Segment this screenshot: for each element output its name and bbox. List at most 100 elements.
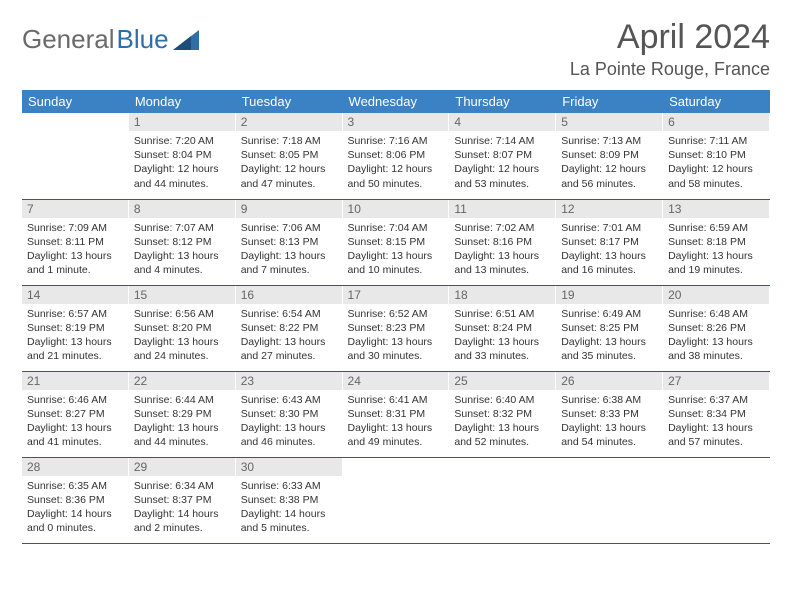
- calendar-cell: 3Sunrise: 7:16 AMSunset: 8:06 PMDaylight…: [343, 113, 450, 199]
- day-number: 14: [22, 286, 129, 304]
- location: La Pointe Rouge, France: [570, 59, 770, 80]
- calendar-cell: 28Sunrise: 6:35 AMSunset: 8:36 PMDayligh…: [22, 457, 129, 543]
- page-header: GeneralBlue April 2024 La Pointe Rouge, …: [22, 18, 770, 80]
- calendar-cell: 30Sunrise: 6:33 AMSunset: 8:38 PMDayligh…: [236, 457, 343, 543]
- weekday-header: Thursday: [449, 90, 556, 113]
- calendar-cell: 29Sunrise: 6:34 AMSunset: 8:37 PMDayligh…: [129, 457, 236, 543]
- logo-text-2: Blue: [117, 24, 169, 55]
- calendar-cell: 27Sunrise: 6:37 AMSunset: 8:34 PMDayligh…: [663, 371, 770, 457]
- day-number: 10: [343, 200, 450, 218]
- day-number: 11: [449, 200, 556, 218]
- day-content: Sunrise: 6:54 AMSunset: 8:22 PMDaylight:…: [236, 304, 343, 368]
- day-content: Sunrise: 7:06 AMSunset: 8:13 PMDaylight:…: [236, 218, 343, 282]
- calendar-row: 1Sunrise: 7:20 AMSunset: 8:04 PMDaylight…: [22, 113, 770, 199]
- weekday-header: Saturday: [663, 90, 770, 113]
- calendar-cell: 2Sunrise: 7:18 AMSunset: 8:05 PMDaylight…: [236, 113, 343, 199]
- day-content: Sunrise: 6:43 AMSunset: 8:30 PMDaylight:…: [236, 390, 343, 454]
- day-content: Sunrise: 7:11 AMSunset: 8:10 PMDaylight:…: [663, 131, 770, 195]
- day-content: Sunrise: 7:04 AMSunset: 8:15 PMDaylight:…: [343, 218, 450, 282]
- calendar-table: SundayMondayTuesdayWednesdayThursdayFrid…: [22, 90, 770, 544]
- day-number: 16: [236, 286, 343, 304]
- weekday-header: Tuesday: [236, 90, 343, 113]
- calendar-cell: 20Sunrise: 6:48 AMSunset: 8:26 PMDayligh…: [663, 285, 770, 371]
- calendar-cell: [556, 457, 663, 543]
- day-number: 12: [556, 200, 663, 218]
- day-content: Sunrise: 6:46 AMSunset: 8:27 PMDaylight:…: [22, 390, 129, 454]
- calendar-cell: 14Sunrise: 6:57 AMSunset: 8:19 PMDayligh…: [22, 285, 129, 371]
- calendar-cell: 5Sunrise: 7:13 AMSunset: 8:09 PMDaylight…: [556, 113, 663, 199]
- calendar-row: 14Sunrise: 6:57 AMSunset: 8:19 PMDayligh…: [22, 285, 770, 371]
- day-content: Sunrise: 6:41 AMSunset: 8:31 PMDaylight:…: [343, 390, 450, 454]
- calendar-cell: 23Sunrise: 6:43 AMSunset: 8:30 PMDayligh…: [236, 371, 343, 457]
- calendar-cell: 13Sunrise: 6:59 AMSunset: 8:18 PMDayligh…: [663, 199, 770, 285]
- title-block: April 2024 La Pointe Rouge, France: [570, 18, 770, 80]
- day-content: Sunrise: 6:44 AMSunset: 8:29 PMDaylight:…: [129, 390, 236, 454]
- day-number: 23: [236, 372, 343, 390]
- calendar-cell: 21Sunrise: 6:46 AMSunset: 8:27 PMDayligh…: [22, 371, 129, 457]
- weekday-header-row: SundayMondayTuesdayWednesdayThursdayFrid…: [22, 90, 770, 113]
- logo-text-1: General: [22, 24, 115, 55]
- day-number: 29: [129, 458, 236, 476]
- logo-icon: [173, 30, 199, 50]
- day-content: Sunrise: 6:38 AMSunset: 8:33 PMDaylight:…: [556, 390, 663, 454]
- day-number: 22: [129, 372, 236, 390]
- calendar-cell: 11Sunrise: 7:02 AMSunset: 8:16 PMDayligh…: [449, 199, 556, 285]
- day-content: Sunrise: 6:34 AMSunset: 8:37 PMDaylight:…: [129, 476, 236, 540]
- calendar-row: 21Sunrise: 6:46 AMSunset: 8:27 PMDayligh…: [22, 371, 770, 457]
- day-content: Sunrise: 7:16 AMSunset: 8:06 PMDaylight:…: [343, 131, 450, 195]
- day-number: 24: [343, 372, 450, 390]
- calendar-row: 28Sunrise: 6:35 AMSunset: 8:36 PMDayligh…: [22, 457, 770, 543]
- day-content: Sunrise: 6:33 AMSunset: 8:38 PMDaylight:…: [236, 476, 343, 540]
- day-content: Sunrise: 6:52 AMSunset: 8:23 PMDaylight:…: [343, 304, 450, 368]
- month-title: April 2024: [570, 18, 770, 57]
- day-number: 26: [556, 372, 663, 390]
- calendar-cell: [449, 457, 556, 543]
- day-content: Sunrise: 7:09 AMSunset: 8:11 PMDaylight:…: [22, 218, 129, 282]
- day-number: 2: [236, 113, 343, 131]
- calendar-cell: [343, 457, 450, 543]
- day-number: 19: [556, 286, 663, 304]
- day-number: 17: [343, 286, 450, 304]
- calendar-cell: 15Sunrise: 6:56 AMSunset: 8:20 PMDayligh…: [129, 285, 236, 371]
- day-content: Sunrise: 6:51 AMSunset: 8:24 PMDaylight:…: [449, 304, 556, 368]
- weekday-header: Wednesday: [343, 90, 450, 113]
- day-number: 1: [129, 113, 236, 131]
- day-content: Sunrise: 7:14 AMSunset: 8:07 PMDaylight:…: [449, 131, 556, 195]
- day-content: Sunrise: 6:56 AMSunset: 8:20 PMDaylight:…: [129, 304, 236, 368]
- day-number: 3: [343, 113, 450, 131]
- day-content: Sunrise: 7:20 AMSunset: 8:04 PMDaylight:…: [129, 131, 236, 195]
- weekday-header: Monday: [129, 90, 236, 113]
- day-number: 27: [663, 372, 770, 390]
- day-number: 13: [663, 200, 770, 218]
- calendar-cell: 19Sunrise: 6:49 AMSunset: 8:25 PMDayligh…: [556, 285, 663, 371]
- day-content: Sunrise: 7:02 AMSunset: 8:16 PMDaylight:…: [449, 218, 556, 282]
- calendar-cell: [663, 457, 770, 543]
- day-content: Sunrise: 6:37 AMSunset: 8:34 PMDaylight:…: [663, 390, 770, 454]
- calendar-cell: 26Sunrise: 6:38 AMSunset: 8:33 PMDayligh…: [556, 371, 663, 457]
- calendar-cell: 18Sunrise: 6:51 AMSunset: 8:24 PMDayligh…: [449, 285, 556, 371]
- calendar-cell: 22Sunrise: 6:44 AMSunset: 8:29 PMDayligh…: [129, 371, 236, 457]
- day-content: Sunrise: 6:40 AMSunset: 8:32 PMDaylight:…: [449, 390, 556, 454]
- calendar-cell: 4Sunrise: 7:14 AMSunset: 8:07 PMDaylight…: [449, 113, 556, 199]
- calendar-cell: 17Sunrise: 6:52 AMSunset: 8:23 PMDayligh…: [343, 285, 450, 371]
- day-number: 21: [22, 372, 129, 390]
- day-number: 30: [236, 458, 343, 476]
- day-number: 6: [663, 113, 770, 131]
- day-number: 18: [449, 286, 556, 304]
- day-content: Sunrise: 7:01 AMSunset: 8:17 PMDaylight:…: [556, 218, 663, 282]
- weekday-header: Friday: [556, 90, 663, 113]
- day-number: 9: [236, 200, 343, 218]
- calendar-cell: 8Sunrise: 7:07 AMSunset: 8:12 PMDaylight…: [129, 199, 236, 285]
- day-number: 5: [556, 113, 663, 131]
- day-number: 7: [22, 200, 129, 218]
- day-content: Sunrise: 7:13 AMSunset: 8:09 PMDaylight:…: [556, 131, 663, 195]
- calendar-cell: 6Sunrise: 7:11 AMSunset: 8:10 PMDaylight…: [663, 113, 770, 199]
- calendar-cell: 12Sunrise: 7:01 AMSunset: 8:17 PMDayligh…: [556, 199, 663, 285]
- day-content: Sunrise: 6:49 AMSunset: 8:25 PMDaylight:…: [556, 304, 663, 368]
- calendar-cell: 25Sunrise: 6:40 AMSunset: 8:32 PMDayligh…: [449, 371, 556, 457]
- calendar-row: 7Sunrise: 7:09 AMSunset: 8:11 PMDaylight…: [22, 199, 770, 285]
- calendar-cell: 7Sunrise: 7:09 AMSunset: 8:11 PMDaylight…: [22, 199, 129, 285]
- calendar-cell: 9Sunrise: 7:06 AMSunset: 8:13 PMDaylight…: [236, 199, 343, 285]
- calendar-cell: [22, 113, 129, 199]
- calendar-cell: 10Sunrise: 7:04 AMSunset: 8:15 PMDayligh…: [343, 199, 450, 285]
